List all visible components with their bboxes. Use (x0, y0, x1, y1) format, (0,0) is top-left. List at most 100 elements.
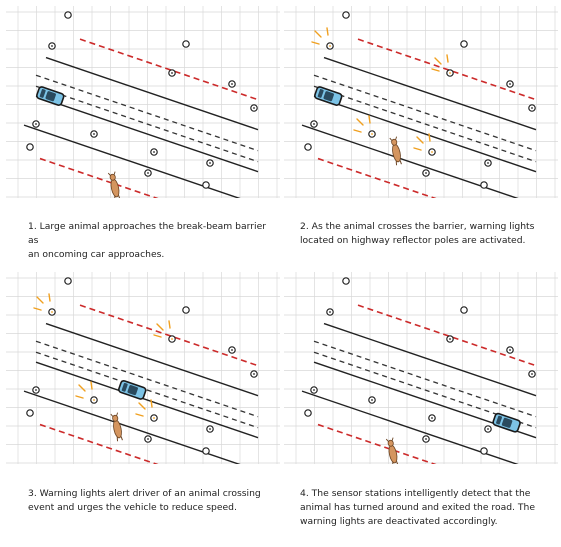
animal-antler (116, 412, 119, 417)
reflector-pole-icon (304, 143, 312, 151)
light-ray (416, 136, 424, 144)
barrier-line (79, 38, 259, 101)
center-dash-line (35, 85, 259, 163)
warning-light-icon (153, 320, 171, 338)
barrier-line (317, 157, 437, 198)
pole-dot (171, 72, 173, 74)
barrier-line (357, 304, 537, 367)
animal-antler (113, 171, 116, 176)
animal-antler (391, 437, 394, 442)
car-icon (492, 412, 521, 433)
pole-dot (147, 172, 149, 174)
barrier-line (39, 157, 159, 198)
light-ray (90, 381, 93, 390)
pole-dot (35, 389, 37, 391)
light-ray (431, 68, 440, 72)
reflector-pole-icon (26, 409, 34, 417)
car-windshield (45, 91, 56, 102)
pole-dot (153, 151, 155, 153)
pole-dot (371, 133, 373, 135)
reflector-pole-icon (26, 143, 34, 151)
road-edge-line (23, 390, 241, 464)
pole-dot (425, 172, 427, 174)
road-scene-3 (6, 272, 280, 464)
animal-antler (385, 438, 389, 442)
animal-antler (110, 413, 114, 417)
panel-2 (284, 6, 558, 198)
car-icon (314, 86, 343, 106)
warning-light-icon (413, 133, 431, 151)
reflector-pole-icon (64, 277, 72, 285)
animal-antler (107, 172, 111, 176)
animal-body (113, 419, 122, 439)
road-edge-line (323, 56, 537, 131)
animal-icon (385, 437, 399, 464)
pole-dot (253, 373, 255, 375)
pole-dot (209, 162, 211, 164)
light-ray (446, 54, 449, 63)
warning-light-icon (135, 399, 153, 417)
pole-dot (487, 162, 489, 164)
animal-icon (107, 171, 121, 198)
light-ray (78, 384, 86, 392)
road-edge-line (301, 124, 519, 198)
barrier-line (357, 38, 537, 101)
animal-leg (116, 437, 119, 442)
road-edge-line (35, 95, 259, 173)
pole-dot (153, 417, 155, 419)
pole-dot (231, 83, 233, 85)
pole-dot (51, 45, 53, 47)
pole-dot (487, 428, 489, 430)
animal-head (109, 173, 116, 181)
pole-dot (425, 438, 427, 440)
warning-light-icon (75, 381, 93, 399)
animal-leg (395, 161, 398, 166)
reflector-pole-icon (304, 409, 312, 417)
road-edge-line (45, 322, 259, 397)
light-ray (156, 323, 164, 331)
pole-dot (449, 338, 451, 340)
reflector-pole-icon (460, 306, 468, 314)
animal-leg (396, 461, 399, 464)
road-edge-line (35, 361, 259, 439)
center-dash-line (313, 85, 537, 163)
pole-dot (531, 373, 533, 375)
car-icon (118, 380, 147, 400)
light-ray (413, 147, 422, 151)
light-ray (434, 57, 442, 65)
pole-dot (509, 349, 511, 351)
light-ray (326, 27, 329, 36)
grid (284, 272, 558, 464)
light-ray (36, 296, 44, 304)
caption-2: 2. As the animal crosses the barrier, wa… (300, 221, 535, 246)
reflector-pole-icon (342, 277, 350, 285)
warning-light-icon (431, 54, 449, 72)
light-ray (368, 115, 371, 124)
light-ray (138, 402, 146, 410)
car-windshield (127, 385, 138, 396)
pole-dot (35, 123, 37, 125)
car-rear-window (317, 89, 324, 98)
animal-head (112, 414, 119, 422)
animal-leg (118, 195, 121, 198)
center-dash-line (313, 340, 537, 418)
center-dash-line (313, 351, 537, 429)
grid (6, 6, 280, 198)
warning-light-icon (353, 115, 371, 133)
pole-dot (51, 311, 53, 313)
animal-leg (392, 462, 394, 464)
pole-dot (313, 389, 315, 391)
road-edge-line (323, 322, 537, 397)
pole-dot (209, 428, 211, 430)
barrier-line (79, 304, 259, 367)
light-ray (75, 395, 84, 399)
light-ray (356, 118, 364, 126)
pole-dot (329, 45, 331, 47)
pole-dot (531, 107, 533, 109)
road-edge-line (23, 124, 241, 198)
light-ray (168, 320, 171, 329)
car-rear-window (121, 382, 128, 392)
light-ray (48, 293, 51, 302)
animal-head (387, 439, 394, 447)
road-scene-2 (284, 6, 558, 198)
